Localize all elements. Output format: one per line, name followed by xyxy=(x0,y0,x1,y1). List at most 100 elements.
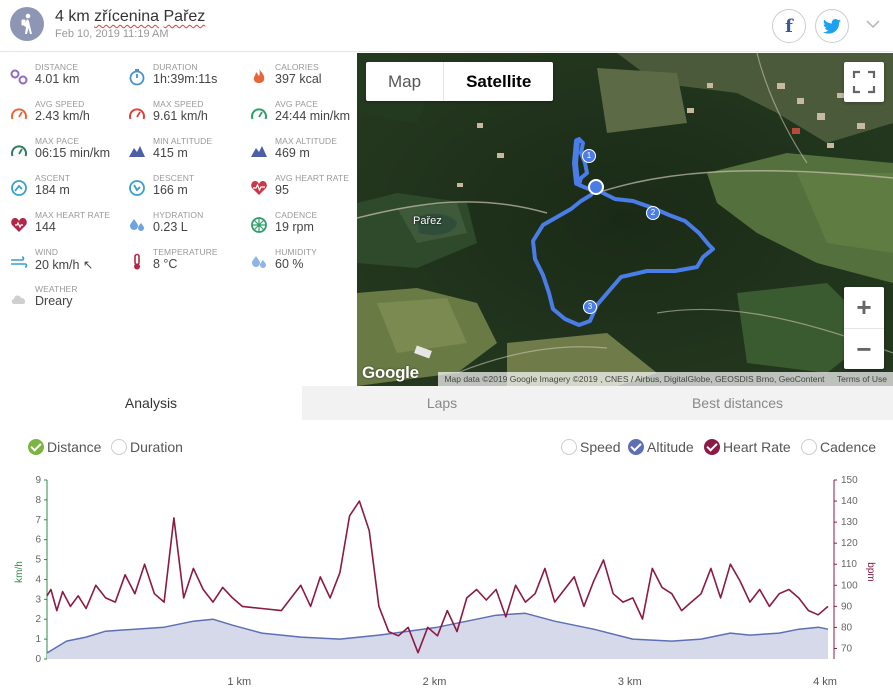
stat-avg-speed: AVG SPEED 2.43 km/h xyxy=(0,99,118,135)
wind-icon xyxy=(10,253,28,271)
stat-value: 4.01 km xyxy=(35,72,80,86)
map-type-map-button[interactable]: Map xyxy=(388,72,422,91)
zoom-in-button[interactable]: + xyxy=(856,292,872,322)
route-map[interactable]: Pařez 1 2 3 Map Satellite + − Google Map… xyxy=(357,53,893,386)
stat-hydration: HYDRATION 0.23 L xyxy=(118,210,236,246)
pace-gauge-icon xyxy=(250,105,268,123)
option-heart-rate[interactable]: Heart Rate xyxy=(704,438,791,456)
x-axis-tick-label: 3 km xyxy=(618,676,642,688)
stat-label: DESCENT xyxy=(153,173,195,183)
speedometer-icon xyxy=(128,105,146,123)
route-marker[interactable]: 3 xyxy=(583,300,597,314)
option-altitude[interactable]: Altitude xyxy=(628,438,694,456)
option-label: Duration xyxy=(130,439,183,455)
stat-label: TEMPERATURE xyxy=(153,247,218,257)
route-marker[interactable]: 1 xyxy=(582,149,596,163)
stat-label: AVG PACE xyxy=(275,99,318,109)
stat-max-heart-rate: MAX HEART RATE 144 xyxy=(0,210,118,246)
stat-value: 2.43 km/h xyxy=(35,109,90,123)
option-label: Cadence xyxy=(820,439,877,455)
stat-value: 0.23 L xyxy=(153,220,188,234)
right-axis-tick-label: 100 xyxy=(841,580,858,591)
option-label: Altitude xyxy=(647,439,694,455)
right-axis-tick-label: 120 xyxy=(841,538,858,549)
map-attribution: Map data ©2019 Google Imagery ©2019 , CN… xyxy=(438,372,893,386)
stat-avg-pace: AVG PACE 24:44 min/km xyxy=(240,99,358,135)
pace-gauge-icon xyxy=(10,142,28,160)
activity-title: 4 km zřícenina Pařez xyxy=(55,8,206,25)
stat-ascent: ASCENT 184 m xyxy=(0,173,118,209)
right-axis-tick-label: 90 xyxy=(841,601,853,612)
stat-label: MAX HEART RATE xyxy=(35,210,111,220)
heart-icon xyxy=(10,216,28,234)
right-axis-tick-label: 80 xyxy=(841,622,853,633)
left-axis-label: km/h xyxy=(14,561,25,583)
stat-value: 1h:39m:11s xyxy=(153,72,218,86)
stat-value: 397 kcal xyxy=(275,72,322,86)
fullscreen-button[interactable] xyxy=(844,62,884,102)
left-axis-tick-label: 8 xyxy=(35,495,41,506)
wheel-icon xyxy=(250,216,268,234)
activity-header: 4 km zřícenina Pařez Feb 10, 2019 11:19 … xyxy=(0,0,893,52)
stat-value: 184 m xyxy=(35,183,70,197)
stat-value: 9.61 km/h xyxy=(153,109,208,123)
stat-max-pace: MAX PACE 06:15 min/km xyxy=(0,136,118,172)
ascent-icon xyxy=(10,179,28,197)
right-axis-tick-label: 140 xyxy=(841,496,858,507)
twitter-share-button[interactable] xyxy=(815,9,849,43)
option-distance[interactable]: Distance xyxy=(28,438,101,456)
cloud-icon xyxy=(10,290,28,308)
left-axis-tick-label: 0 xyxy=(35,654,41,665)
stat-label: DURATION xyxy=(153,62,198,72)
option-label: Speed xyxy=(580,439,621,455)
option-speed[interactable]: Speed xyxy=(561,438,620,456)
zoom-control: + − xyxy=(844,287,884,369)
stopwatch-icon xyxy=(128,68,146,86)
twitter-bird-icon xyxy=(823,18,841,34)
descent-icon xyxy=(128,179,146,197)
radio-circle-icon[interactable] xyxy=(801,439,817,455)
terms-of-use-link[interactable]: Terms of Use xyxy=(836,374,887,384)
stat-label: WEATHER xyxy=(35,284,78,294)
right-axis-tick-label: 110 xyxy=(841,559,857,570)
checkmark-icon[interactable] xyxy=(628,439,644,455)
route-marker[interactable]: 2 xyxy=(646,206,660,220)
stat-value: 20 km/h ↖ xyxy=(35,258,94,272)
checkmark-icon[interactable] xyxy=(704,439,720,455)
tab-best-distances[interactable]: Best distances xyxy=(691,395,784,411)
stat-max-speed: MAX SPEED 9.61 km/h xyxy=(118,99,236,135)
right-axis-label: bpm xyxy=(865,562,876,581)
tab-laps[interactable]: Laps xyxy=(426,395,458,411)
mountain-icon xyxy=(250,142,268,160)
map-type-satellite-button[interactable]: Satellite xyxy=(443,62,553,101)
water-drops-icon xyxy=(128,216,146,234)
route-start-finish-icon[interactable] xyxy=(588,179,604,195)
option-cadence[interactable]: Cadence xyxy=(801,438,876,456)
zoom-out-button[interactable]: − xyxy=(844,328,884,369)
map-type-toggle: Map Satellite xyxy=(366,62,554,101)
stat-temperature: TEMPERATURE 8 °C xyxy=(118,247,236,283)
left-axis-tick-label: 9 xyxy=(35,475,41,486)
facebook-share-button[interactable]: f xyxy=(772,9,806,43)
option-duration[interactable]: Duration xyxy=(111,438,183,456)
stat-distance: DISTANCE 4.01 km xyxy=(0,62,118,98)
radio-circle-icon[interactable] xyxy=(561,439,577,455)
stat-label: CADENCE xyxy=(275,210,318,220)
left-axis-tick-label: 4 xyxy=(35,574,41,585)
stat-max-altitude: MAX ALTITUDE 469 m xyxy=(240,136,358,172)
checkmark-icon[interactable] xyxy=(28,439,44,455)
chevron-down-icon[interactable] xyxy=(866,16,880,32)
tab-analysis[interactable]: Analysis xyxy=(0,386,302,420)
stat-value: 415 m xyxy=(153,146,188,160)
stat-value: 24:44 min/km xyxy=(275,109,351,123)
heart-rate-line xyxy=(46,500,829,654)
stat-weather: WEATHER Dreary xyxy=(0,284,118,320)
stat-label: CALORIES xyxy=(275,62,319,72)
left-axis-tick-label: 7 xyxy=(35,515,41,526)
radio-circle-icon[interactable] xyxy=(111,439,127,455)
stat-value: 95 xyxy=(275,183,289,197)
stat-avg-heart-rate: AVG HEART RATE 95 xyxy=(240,173,358,209)
stat-label: HUMIDITY xyxy=(275,247,317,257)
analysis-chart: 0 1 2 3 4 5 6 7 8 9 70 80 90 100 110 120 130 140 150 km/h bp… xyxy=(14,475,876,688)
map-place-label: Pařez xyxy=(413,215,442,227)
